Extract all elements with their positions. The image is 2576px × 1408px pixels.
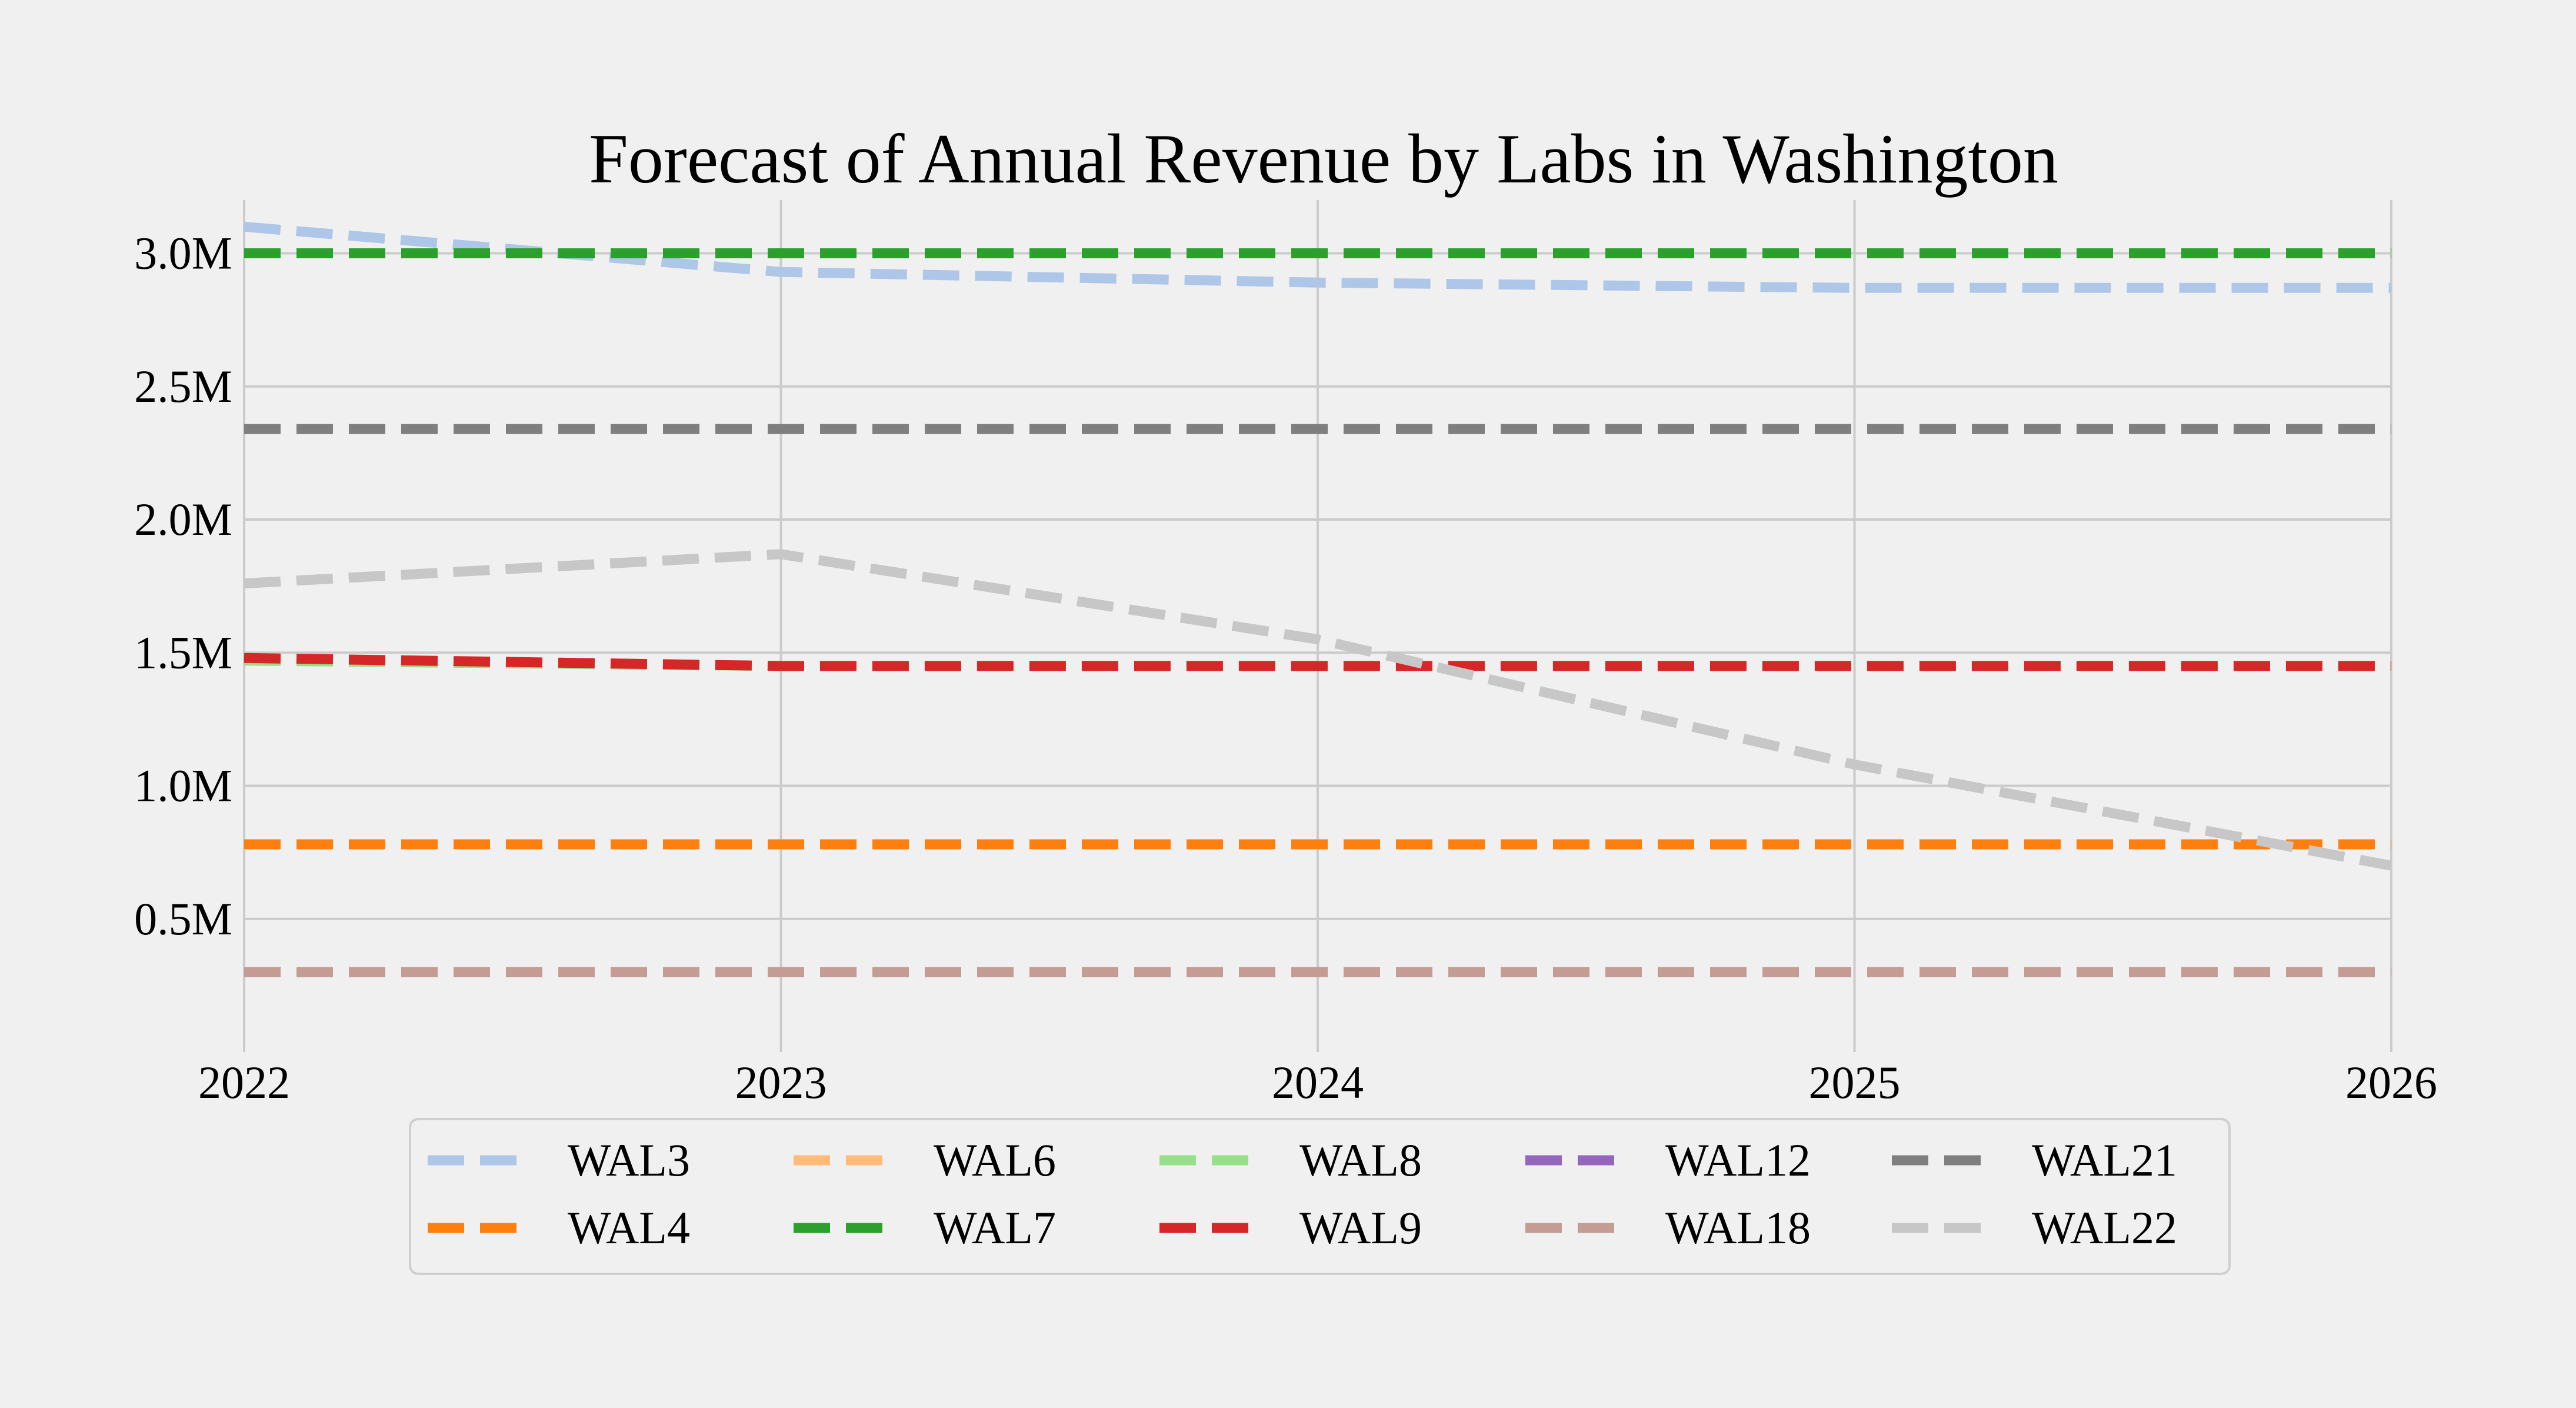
x-tick-label: 2024 xyxy=(1272,1057,1364,1108)
legend-label: WAL21 xyxy=(2032,1134,2177,1186)
series-line-wal3 xyxy=(244,221,2391,293)
y-tick-label: 1.5M xyxy=(134,627,232,678)
y-tick-label: 1.0M xyxy=(134,760,232,811)
legend-item-wal21: WAL21 xyxy=(1892,1134,2177,1186)
y-axis-ticks: 0.5M 1.0M 1.5M 2.0M 2.5M 3.0M xyxy=(134,228,232,944)
x-tick-label: 2026 xyxy=(2345,1057,2437,1108)
grid xyxy=(243,200,2392,1052)
legend-label: WAL9 xyxy=(1299,1202,1422,1253)
legend-label: WAL4 xyxy=(568,1202,690,1253)
legend-item-wal7: WAL7 xyxy=(794,1202,1056,1253)
legend-item-wal22: WAL22 xyxy=(1892,1202,2177,1253)
x-tick-label: 2025 xyxy=(1809,1057,1901,1108)
x-tick-label: 2023 xyxy=(735,1057,827,1108)
series-line-wal22 xyxy=(244,549,2392,871)
legend-label: WAL3 xyxy=(568,1134,690,1186)
legend-label: WAL22 xyxy=(2032,1202,2177,1253)
legend-label: WAL12 xyxy=(1665,1134,1811,1186)
legend-label: WAL8 xyxy=(1299,1134,1422,1186)
legend-item-wal8: WAL8 xyxy=(1159,1134,1422,1186)
legend-label: WAL6 xyxy=(934,1134,1056,1186)
chart-title: Forecast of Annual Revenue by Labs in Wa… xyxy=(589,119,2058,198)
y-tick-label: 2.5M xyxy=(134,361,232,412)
y-tick-label: 0.5M xyxy=(134,893,232,944)
legend: WAL3 WAL4 WAL6 WAL7 WAL8 WAL9 WAL12 WAL18 WAL21 W… xyxy=(409,1118,2231,1275)
series-line-wal9 xyxy=(244,653,2391,671)
legend-item-wal18: WAL18 xyxy=(1525,1202,1811,1253)
legend-item-wal3: WAL3 xyxy=(428,1134,690,1186)
legend-label: WAL18 xyxy=(1665,1202,1811,1253)
x-axis-ticks: 2022 2023 2024 2025 2026 xyxy=(198,1057,2437,1108)
y-tick-label: 3.0M xyxy=(134,228,232,279)
legend-label: WAL7 xyxy=(934,1202,1056,1253)
legend-item-wal4: WAL4 xyxy=(428,1202,690,1253)
legend-item-wal12: WAL12 xyxy=(1525,1134,1811,1186)
legend-item-wal6: WAL6 xyxy=(794,1134,1056,1186)
x-tick-label: 2022 xyxy=(198,1057,290,1108)
series-lines xyxy=(244,221,2392,977)
legend-item-wal9: WAL9 xyxy=(1159,1202,1422,1253)
y-tick-label: 2.0M xyxy=(134,494,232,545)
